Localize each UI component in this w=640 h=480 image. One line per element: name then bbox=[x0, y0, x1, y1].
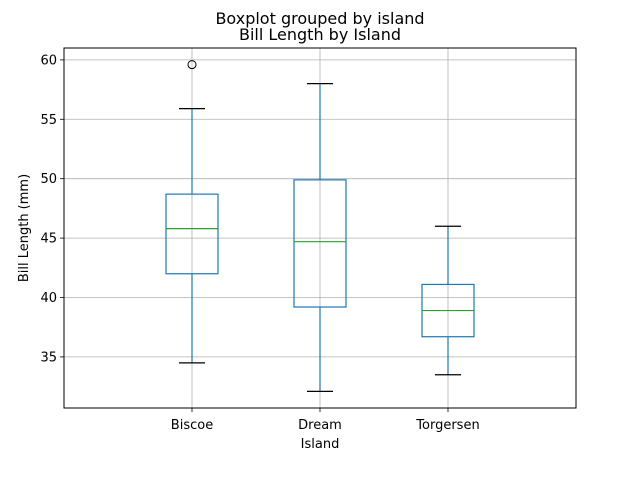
x-tick-layer: Biscoe Dream Torgersen bbox=[171, 408, 480, 433]
iqr-box bbox=[293, 179, 347, 308]
y-tick-label: 60 bbox=[40, 53, 57, 68]
y-tick-label: 55 bbox=[40, 113, 57, 128]
y-tick-label: 45 bbox=[40, 232, 57, 247]
outlier-point bbox=[187, 60, 197, 70]
box-group-torgersen bbox=[421, 225, 475, 376]
y-tick-label: 35 bbox=[40, 350, 57, 365]
box-group-dream bbox=[293, 83, 347, 392]
x-tick-label: Torgersen bbox=[415, 418, 479, 433]
box-group-biscoe bbox=[165, 60, 219, 364]
chart-suptitle: Boxplot grouped by island bbox=[215, 9, 424, 28]
box-layer bbox=[165, 60, 475, 392]
x-tick-label: Biscoe bbox=[171, 418, 213, 433]
y-axis-label: Bill Length (mm) bbox=[17, 174, 32, 282]
x-axis-label: Island bbox=[301, 437, 340, 452]
chart-title: Bill Length by Island bbox=[239, 25, 401, 44]
y-tick-label: 50 bbox=[40, 172, 57, 187]
y-tick-layer: 35 40 45 50 55 60 bbox=[40, 53, 64, 365]
y-tick-label: 40 bbox=[40, 291, 57, 306]
iqr-box bbox=[165, 193, 219, 275]
x-tick-label: Dream bbox=[298, 418, 342, 433]
